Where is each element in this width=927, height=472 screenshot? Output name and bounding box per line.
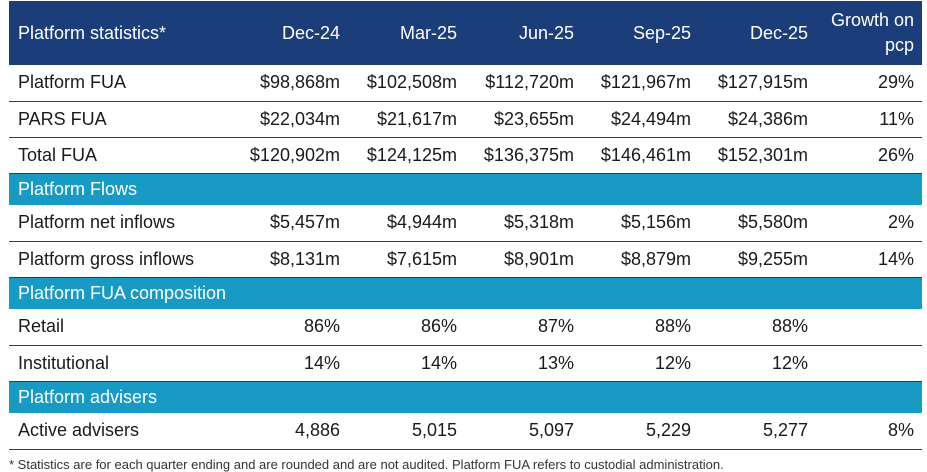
table-row: Platform net inflows $5,457m $4,944m $5,…: [9, 205, 922, 241]
header-period: Sep-25: [632, 22, 691, 43]
row-label: PARS FUA: [18, 108, 107, 129]
table-row: Platform FUA $98,868m $102,508m $112,720…: [9, 65, 922, 101]
cell-growth: 11%: [879, 108, 914, 129]
cell-growth: 14%: [877, 248, 914, 269]
section-title: Platform advisers: [18, 386, 158, 407]
cell-value: $5,318m: [503, 212, 574, 233]
header-period: Jun-25: [518, 22, 574, 43]
cell-growth: [816, 309, 922, 345]
cell-value: $98,868m: [259, 72, 340, 93]
row-label: Platform gross inflows: [18, 248, 195, 269]
cell-value: $24,386m: [727, 108, 808, 129]
row-label: Active advisers: [18, 420, 140, 441]
section-row-platform-advisers: Platform advisers: [9, 381, 922, 413]
table-row: Institutional 14% 14% 13% 12% 12%: [9, 345, 922, 381]
header-period: Dec-24: [281, 22, 340, 43]
cell-value: 5,097: [528, 420, 574, 441]
header-period: Mar-25: [399, 22, 457, 43]
cell-value: $4,944m: [386, 212, 457, 233]
cell-value: 86%: [303, 316, 340, 337]
table-row: Total FUA $120,902m $124,125m $136,375m …: [9, 137, 922, 173]
cell-value: 5,015: [411, 420, 457, 441]
cell-value: $152,301m: [717, 144, 808, 165]
header-label: Platform statistics*: [18, 22, 167, 43]
section-row-fua-composition: Platform FUA composition: [9, 277, 922, 309]
cell-value: $120,902m: [249, 144, 340, 165]
cell-value: 5,277: [762, 420, 808, 441]
cell-growth: 8%: [887, 420, 914, 441]
cell-value: 14%: [420, 352, 457, 373]
cell-growth: 2%: [887, 212, 914, 233]
cell-value: $21,617m: [376, 108, 457, 129]
cell-value: $23,655m: [493, 108, 574, 129]
cell-value: $22,034m: [259, 108, 340, 129]
cell-value: 14%: [303, 352, 340, 373]
cell-value: $136,375m: [483, 144, 574, 165]
cell-value: $7,615m: [386, 248, 457, 269]
cell-value: $121,967m: [600, 72, 691, 93]
row-label: Total FUA: [18, 144, 98, 165]
section-row-platform-flows: Platform Flows: [9, 173, 922, 205]
section-title: Platform Flows: [18, 178, 138, 199]
table-row: PARS FUA $22,034m $21,617m $23,655m $24,…: [9, 101, 922, 137]
cell-value: $8,879m: [620, 248, 691, 269]
cell-value: 87%: [537, 316, 574, 337]
platform-statistics-table: Platform statistics* Dec-24 Mar-25 Jun-2…: [9, 1, 922, 450]
cell-value: 88%: [654, 316, 691, 337]
row-label: Platform FUA: [18, 72, 127, 93]
cell-value: $5,457m: [269, 212, 340, 233]
cell-value: $5,156m: [620, 212, 691, 233]
cell-value: $5,580m: [737, 212, 808, 233]
row-label: Platform net inflows: [18, 212, 176, 233]
header-period: Dec-25: [749, 22, 808, 43]
cell-value: 12%: [771, 352, 808, 373]
cell-value: $24,494m: [610, 108, 691, 129]
cell-value: 13%: [537, 352, 574, 373]
cell-value: 88%: [771, 316, 808, 337]
cell-growth: 29%: [877, 72, 914, 93]
header-growth-line2: pcp: [884, 35, 914, 55]
header-growth-line1: Growth on: [830, 10, 914, 30]
header-growth: Growth on pcp: [816, 1, 922, 65]
footnote: * Statistics are for each quarter ending…: [9, 457, 724, 472]
cell-value: $9,255m: [737, 248, 808, 269]
cell-value: $127,915m: [717, 72, 808, 93]
header-row: Platform statistics* Dec-24 Mar-25 Jun-2…: [9, 1, 922, 65]
cell-value: $124,125m: [366, 144, 457, 165]
cell-value: $8,131m: [269, 248, 340, 269]
cell-growth: 26%: [877, 144, 914, 165]
cell-value: $112,720m: [485, 72, 574, 93]
cell-value: $146,461m: [600, 144, 691, 165]
row-label: Retail: [18, 316, 65, 337]
table-row: Retail 86% 86% 87% 88% 88%: [9, 309, 922, 345]
table-row: Active advisers 4,886 5,015 5,097 5,229 …: [9, 413, 922, 449]
cell-value: 4,886: [294, 420, 340, 441]
cell-value: 12%: [654, 352, 691, 373]
cell-value: $8,901m: [503, 248, 574, 269]
cell-value: 5,229: [645, 420, 691, 441]
cell-value: $102,508m: [366, 72, 457, 93]
table-row: Platform gross inflows $8,131m $7,615m $…: [9, 241, 922, 277]
section-title: Platform FUA composition: [18, 282, 227, 303]
cell-value: 86%: [420, 316, 457, 337]
cell-growth: [816, 345, 922, 381]
row-label: Institutional: [18, 352, 110, 373]
